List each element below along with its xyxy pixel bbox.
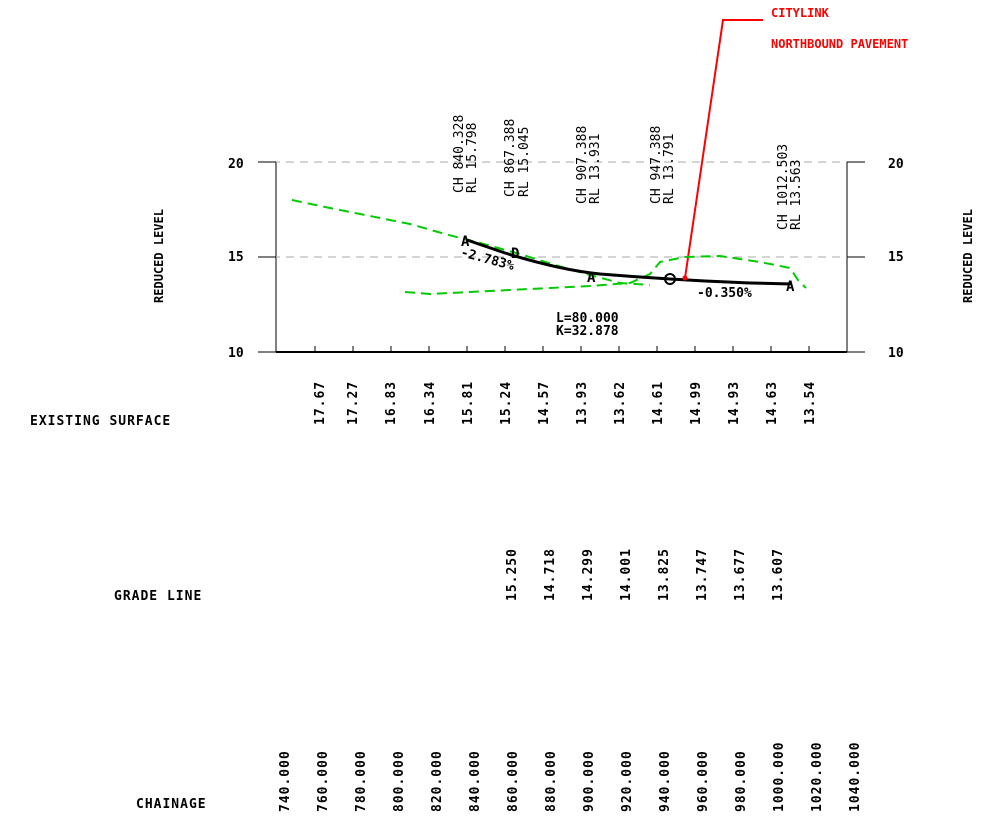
chainage-value: 780.000 <box>354 750 369 812</box>
grade-line-values: 15.250 14.718 14.299 14.001 13.825 13.74… <box>505 548 786 601</box>
curve-length: L=80.000 <box>556 311 619 326</box>
ip-labels: CH 840.328 RL 15.798 CH 867.388 RL 15.04… <box>452 115 804 230</box>
grade-line-value: 13.825 <box>657 548 672 601</box>
chainage-values: 740.000 760.000 780.000 800.000 820.000 … <box>278 741 863 812</box>
grade-left-label: -2.783% <box>459 245 516 274</box>
existing-surface-value: 16.83 <box>384 381 399 425</box>
grade-line-value: 14.718 <box>543 548 558 601</box>
left-tick-20: 20 <box>228 157 244 172</box>
chainage-ticks <box>314 346 810 352</box>
ip-label-3-ch: CH 907.388 <box>575 126 590 204</box>
existing-surface-value: 14.61 <box>651 381 666 425</box>
existing-surface-value: 16.34 <box>423 381 438 425</box>
chainage-value: 980.000 <box>734 750 749 812</box>
left-axis-label: REDUCED LEVEL <box>152 209 166 303</box>
chainage-value: 1000.000 <box>772 741 787 812</box>
callout-point <box>682 275 688 281</box>
chainage-value: 940.000 <box>658 750 673 812</box>
right-tick-15: 15 <box>888 250 904 265</box>
ip-label-1-ch: CH 840.328 <box>452 115 467 193</box>
right-axis-label: REDUCED LEVEL <box>961 209 975 303</box>
ip-marker-a1: A <box>461 234 470 250</box>
chainage-value: 740.000 <box>278 750 293 812</box>
ip-label-4-ch: CH 947.388 <box>649 126 664 204</box>
existing-surface-lines <box>291 199 807 296</box>
right-tick-20: 20 <box>888 157 904 172</box>
chainage-value: 920.000 <box>620 750 635 812</box>
grade-line-value: 13.747 <box>695 548 710 601</box>
callout-line-2: NORTHBOUND PAVEMENT <box>771 37 908 51</box>
chainage-value: 1040.000 <box>848 741 863 812</box>
grade-line-row-label: GRADE LINE <box>114 589 202 604</box>
grade-line-value: 13.677 <box>733 548 748 601</box>
ip-label-2-ch: CH 867.388 <box>503 119 518 197</box>
existing-surface-value: 17.67 <box>313 381 328 425</box>
chainage-value: 820.000 <box>430 750 445 812</box>
existing-surface-row-label: EXISTING SURFACE <box>30 414 171 429</box>
chainage-value: 860.000 <box>506 750 521 812</box>
citylink-callout: CITYLINK NORTHBOUND PAVEMENT <box>684 6 908 279</box>
existing-surface-value: 13.62 <box>613 381 628 425</box>
existing-surface-value: 14.99 <box>689 381 704 425</box>
existing-surface-value: 15.24 <box>499 381 514 425</box>
existing-surface-value: 15.81 <box>461 381 476 425</box>
existing-surface-value: 14.63 <box>765 381 780 425</box>
grade-line-value: 14.299 <box>581 548 596 601</box>
ip-label-5-ch: CH 1012.503 <box>776 144 791 230</box>
grade-line: A D A A <box>461 234 795 295</box>
existing-surface-value: 13.93 <box>575 381 590 425</box>
existing-surface-line-lower <box>404 254 807 296</box>
right-axis-ticks: 20 15 10 <box>888 157 904 361</box>
chainage-value: 960.000 <box>696 750 711 812</box>
existing-surface-values: 17.67 17.27 16.83 16.34 15.81 15.24 14.5… <box>313 381 818 425</box>
chainage-value: 880.000 <box>544 750 559 812</box>
grade-right-label: -0.350% <box>697 286 752 301</box>
chainage-row-label: CHAINAGE <box>136 797 207 812</box>
left-tick-10: 10 <box>228 346 244 361</box>
left-tick-15: 15 <box>228 250 244 265</box>
ip-label-2-rl: RL 15.045 <box>517 127 532 197</box>
ip-label-5-rl: RL 13.563 <box>789 160 804 230</box>
chainage-value: 1020.000 <box>810 741 825 812</box>
ip-label-4-rl: RL 13.791 <box>662 134 677 204</box>
curve-k-value: K=32.878 <box>556 324 619 339</box>
chainage-value: 760.000 <box>316 750 331 812</box>
grade-line-value: 13.607 <box>771 548 786 601</box>
ip-marker-a3: A <box>786 279 795 295</box>
chainage-value: 840.000 <box>468 750 483 812</box>
grade-line-path <box>466 238 793 286</box>
ip-label-1-rl: RL 15.798 <box>465 123 480 193</box>
chainage-value: 900.000 <box>582 750 597 812</box>
left-axis-ticks: 20 15 10 <box>228 157 244 361</box>
grade-line-value: 15.250 <box>505 548 520 601</box>
plot-frame <box>258 161 865 353</box>
existing-surface-value: 14.93 <box>727 381 742 425</box>
existing-surface-value: 13.54 <box>803 381 818 425</box>
ip-marker-d: D <box>511 246 519 262</box>
ip-label-3-rl: RL 13.931 <box>588 134 603 204</box>
ip-marker-a2: A <box>587 270 596 286</box>
existing-surface-value: 17.27 <box>346 381 361 425</box>
chainage-value: 800.000 <box>392 750 407 812</box>
existing-surface-value: 14.57 <box>537 381 552 425</box>
callout-line-1: CITYLINK <box>771 6 830 20</box>
grade-line-value: 14.001 <box>619 548 634 601</box>
right-tick-10: 10 <box>888 346 904 361</box>
callout-leader-line <box>684 19 763 279</box>
ip-marker-o <box>664 273 676 285</box>
